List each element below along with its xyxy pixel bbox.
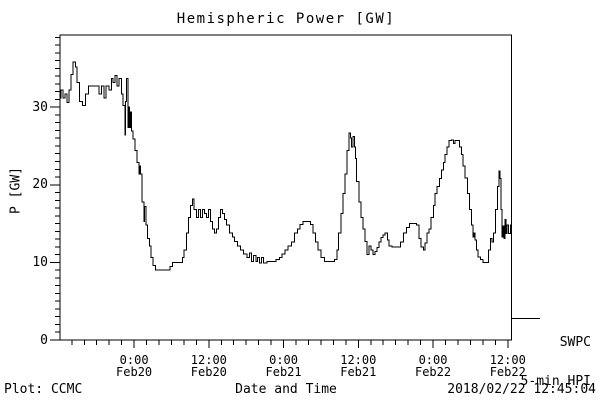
x-axis-title: Date and Time bbox=[235, 382, 337, 397]
axes-frame bbox=[59, 34, 512, 341]
legend-series-desc: 5-min HPI bbox=[520, 374, 591, 389]
hpi-data-curve bbox=[60, 61, 512, 271]
plot-timestamp: 2018/02/22 12:45:04 bbox=[447, 382, 596, 397]
legend-series-name: SWPC bbox=[559, 335, 591, 350]
chart-title: Hemispheric Power [GW] bbox=[176, 11, 396, 27]
tick-marks bbox=[50, 36, 509, 348]
legend: SWPC 5-min HPI bbox=[521, 310, 591, 400]
plot-credit: Plot: CCMC bbox=[4, 382, 83, 397]
